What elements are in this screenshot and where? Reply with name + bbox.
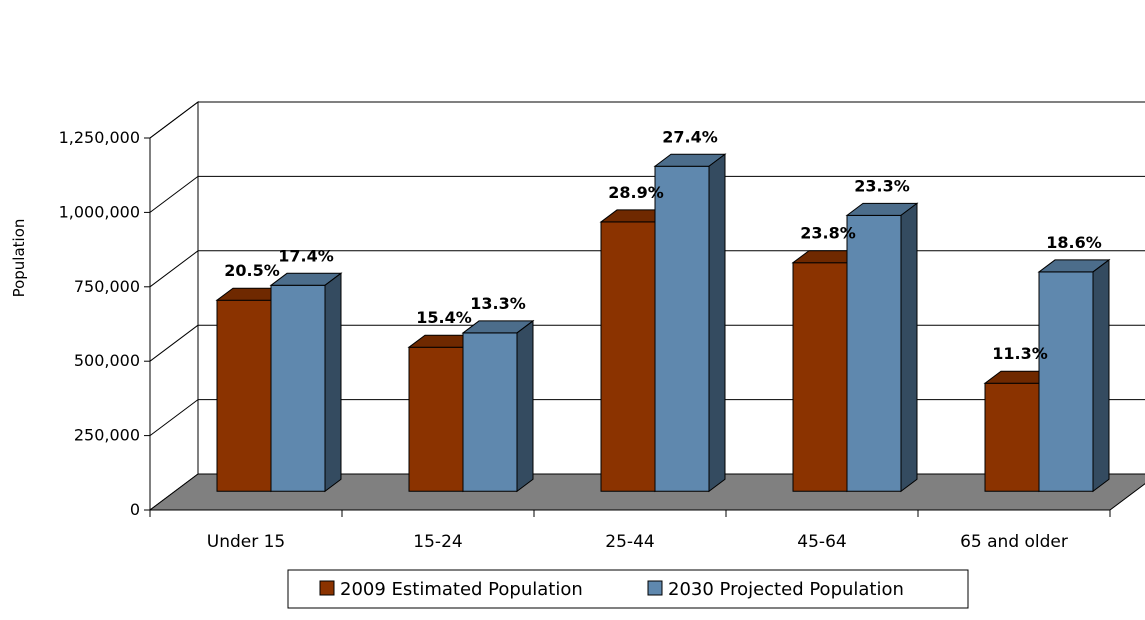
bar-front-face — [1038, 271, 1094, 492]
legend: 2009 Estimated Population 2030 Projected … — [287, 569, 969, 609]
data-label: 23.8% — [800, 224, 856, 243]
legend-box — [287, 569, 969, 609]
data-label: 13.3% — [470, 294, 526, 313]
data-label: 23.3% — [854, 176, 910, 195]
data-labels: 20.5%17.4% 15.4%13.3% 28.9% 27.4% 23.8% 23.3%… — [224, 127, 1102, 363]
bar-front-face — [216, 299, 272, 492]
y-axis: 0 250,000 500,000 750,000 1,000,000 1,250,000 — [59, 128, 151, 519]
x-category-label: 15-24 — [413, 532, 462, 552]
bar-front-face — [984, 382, 1040, 492]
y-tick-label: 0 — [130, 500, 140, 519]
bar-front-face — [600, 221, 656, 492]
x-category-label: 65 and older — [960, 532, 1068, 552]
bar-side-face — [324, 272, 342, 493]
bar-front-face — [792, 262, 848, 492]
gridline-left-wall — [149, 175, 199, 213]
data-label: 18.6% — [1046, 233, 1102, 252]
legend-swatch — [647, 580, 663, 596]
bar-2030 — [461, 319, 535, 493]
legend-label: 2009 Estimated Population — [340, 579, 583, 600]
data-label: 17.4% — [278, 246, 334, 265]
bar-side-face — [516, 319, 534, 493]
bar-front-face — [846, 214, 902, 492]
gridline-left-wall — [149, 250, 199, 288]
gridline-left-wall — [149, 324, 199, 362]
gridline-left-wall — [149, 101, 199, 139]
bar-front-face — [270, 284, 326, 492]
left-wall — [149, 101, 199, 511]
bar-front-face — [462, 332, 518, 492]
x-category-label: Under 15 — [207, 532, 286, 552]
bar-side-face — [708, 153, 726, 493]
x-category-label: 45-64 — [797, 532, 846, 552]
data-label: 20.5% — [224, 261, 280, 280]
x-axis: Under 15 15-24 25-44 45-64 65 and older — [149, 509, 1111, 552]
y-tick-label: 1,000,000 — [59, 202, 140, 221]
data-label: 28.9% — [608, 183, 664, 202]
gridline-left-wall — [149, 399, 199, 437]
data-label: 11.3% — [992, 344, 1048, 363]
bars-group — [215, 153, 1111, 493]
data-label: 15.4% — [416, 308, 472, 327]
legend-label: 2030 Projected Population — [668, 579, 904, 600]
y-tick-label: 500,000 — [74, 351, 140, 370]
bar-2030 — [1037, 258, 1111, 493]
bar-2030 — [269, 272, 343, 493]
y-axis-title: Population — [10, 219, 28, 298]
bar-side-face — [1092, 258, 1110, 493]
bar-2030 — [653, 153, 727, 493]
data-label: 27.4% — [662, 127, 718, 146]
y-tick-label: 250,000 — [74, 426, 140, 445]
bar-2030 — [845, 202, 919, 493]
y-tick-label: 1,250,000 — [59, 128, 140, 147]
bar-front-face — [654, 165, 710, 492]
y-tick-label: 750,000 — [74, 277, 140, 296]
bar-side-face — [900, 202, 918, 493]
x-category-label: 25-44 — [605, 532, 654, 552]
bar-front-face — [408, 346, 464, 492]
legend-swatch — [319, 580, 335, 596]
